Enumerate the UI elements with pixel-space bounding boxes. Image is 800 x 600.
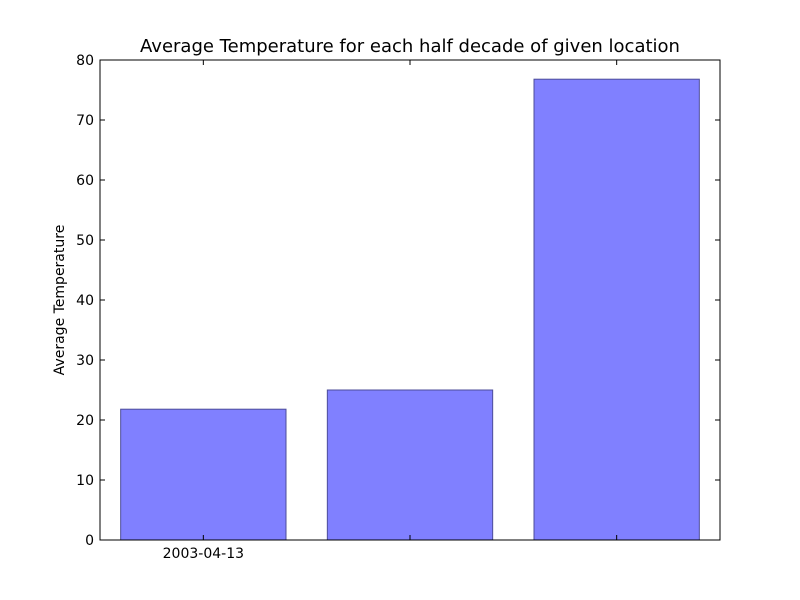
y-tick-label-80: 80 bbox=[76, 53, 94, 69]
y-tick-label-10: 10 bbox=[76, 473, 94, 489]
bar-3 bbox=[533, 78, 700, 541]
y-tick-label-30: 30 bbox=[76, 353, 94, 369]
x-tick-label-1: 2003-04-13 bbox=[163, 546, 244, 562]
y-tick-label-40: 40 bbox=[76, 293, 94, 309]
bar-1 bbox=[120, 408, 287, 541]
y-axis-label: Average Temperature bbox=[52, 225, 68, 376]
bar-2 bbox=[326, 389, 494, 541]
y-tick-label-70: 70 bbox=[76, 113, 94, 129]
plot-frame bbox=[99, 59, 721, 541]
y-tick-label-0: 0 bbox=[85, 533, 94, 549]
bars-group bbox=[120, 78, 700, 541]
chart-title: Average Temperature for each half decade… bbox=[140, 36, 680, 57]
y-tick-label-20: 20 bbox=[76, 413, 94, 429]
y-tick-label-50: 50 bbox=[76, 233, 94, 249]
y-tick-label-60: 60 bbox=[76, 173, 94, 189]
tick-labels-group: 2003-04-13 0 10 20 30 40 50 60 70 80 bbox=[76, 53, 244, 562]
